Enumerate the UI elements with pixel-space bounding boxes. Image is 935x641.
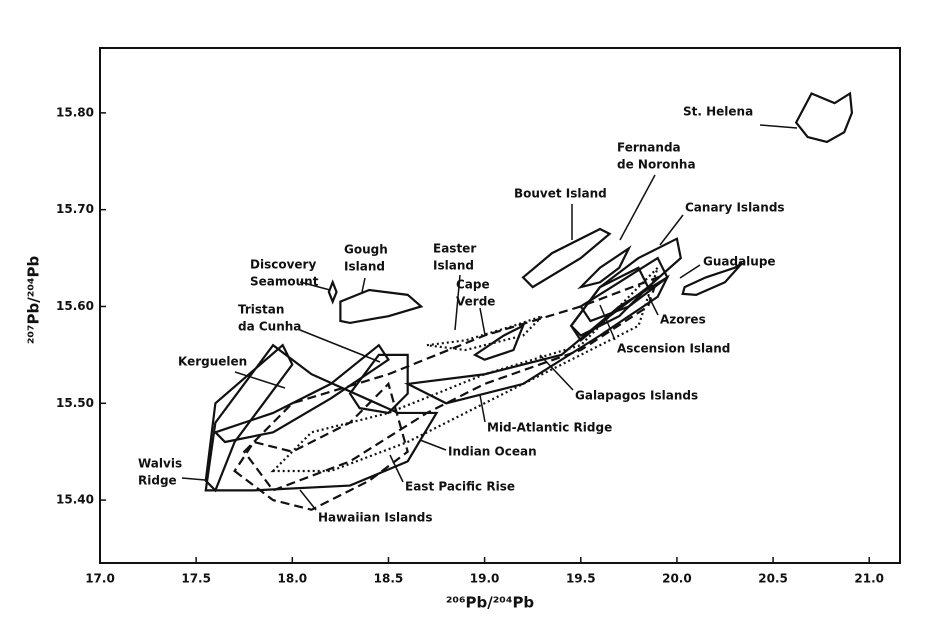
field-label: de Noronha xyxy=(617,158,696,172)
field-outline xyxy=(213,343,390,444)
y-tick-label: 15.50 xyxy=(56,396,94,410)
field-outline xyxy=(794,91,854,144)
leader-line xyxy=(361,277,366,293)
plot-frame xyxy=(99,47,901,564)
field-outline xyxy=(521,227,612,289)
field-label: Canary Islands xyxy=(685,201,785,215)
field-label: Ridge xyxy=(138,474,177,488)
field-label: Hawaiian Islands xyxy=(318,511,432,525)
leader-line xyxy=(679,264,701,279)
field-outline xyxy=(233,381,409,511)
field-outline xyxy=(204,343,294,493)
field-outline xyxy=(577,245,632,290)
field-label: Fernanda xyxy=(617,141,681,155)
x-tick-label: 20.0 xyxy=(662,572,692,586)
leader-line xyxy=(599,304,616,341)
x-tick-label: 18.5 xyxy=(374,572,404,586)
field-label: Tristan xyxy=(238,303,284,317)
field-outline xyxy=(242,275,660,492)
field-outline xyxy=(339,288,424,325)
y-tick-label: 15.60 xyxy=(56,299,94,313)
field-outline xyxy=(426,315,544,352)
field-label: Cape xyxy=(456,278,490,292)
x-tick-label: 18.0 xyxy=(278,572,308,586)
field-label: Seamount xyxy=(250,275,319,289)
leader-line xyxy=(759,124,798,129)
field-label: Kerguelen xyxy=(178,355,247,369)
field-label: Discovery xyxy=(250,258,316,272)
field-label: Island xyxy=(433,259,474,273)
field-label: Gough xyxy=(344,243,388,257)
field-label: Mid-Atlantic Ridge xyxy=(487,421,612,435)
field-outline xyxy=(327,279,338,305)
y-tick-label: 15.80 xyxy=(56,105,94,119)
field-label: Ascension Island xyxy=(617,342,730,356)
x-tick-label: 19.0 xyxy=(470,572,500,586)
field-label: Guadalupe xyxy=(703,255,776,269)
leader-line xyxy=(479,307,486,336)
x-tick-label: 17.0 xyxy=(85,572,115,586)
leader-line xyxy=(479,394,486,423)
field-label: Verde xyxy=(456,295,495,309)
field-label: Bouvet Island xyxy=(514,187,607,201)
field-label: da Cunha xyxy=(238,320,301,334)
field-outline xyxy=(348,353,409,415)
field-outline xyxy=(569,266,650,337)
leader-line xyxy=(454,274,461,331)
field-label: St. Helena xyxy=(683,105,753,119)
leader-line xyxy=(539,354,574,391)
field-outline xyxy=(569,237,682,342)
field-outline xyxy=(472,323,526,361)
leader-line xyxy=(419,439,447,451)
x-tick-label: 17.5 xyxy=(181,572,211,586)
y-tick-label: 15.40 xyxy=(56,493,94,507)
field-label: Walvis xyxy=(138,457,182,471)
leader-line xyxy=(619,174,656,241)
field-label: Azores xyxy=(660,313,706,327)
field-outline xyxy=(204,343,439,492)
field-label: Galapagos Islands xyxy=(575,389,698,403)
field-outline xyxy=(681,261,744,296)
x-axis-label: ²⁰⁶Pb/²⁰⁴Pb xyxy=(446,594,535,612)
field-label: East Pacific Rise xyxy=(405,480,515,494)
x-tick-label: 19.5 xyxy=(566,572,596,586)
field-label: Easter xyxy=(433,242,476,256)
field-label: Indian Ocean xyxy=(448,445,537,459)
x-tick-label: 20.5 xyxy=(758,572,788,586)
y-tick-label: 15.70 xyxy=(56,202,94,216)
field-outline xyxy=(403,274,670,405)
y-axis-label: ²⁰⁷Pb/²⁰⁴Pb xyxy=(25,256,43,345)
leader-line xyxy=(659,214,684,246)
leader-line xyxy=(181,477,206,481)
leader-line xyxy=(299,281,331,291)
leader-line xyxy=(299,329,381,363)
leader-line xyxy=(299,489,317,511)
x-tick-label: 21.0 xyxy=(854,572,884,586)
leader-line xyxy=(389,454,404,483)
field-label: Island xyxy=(344,260,385,274)
